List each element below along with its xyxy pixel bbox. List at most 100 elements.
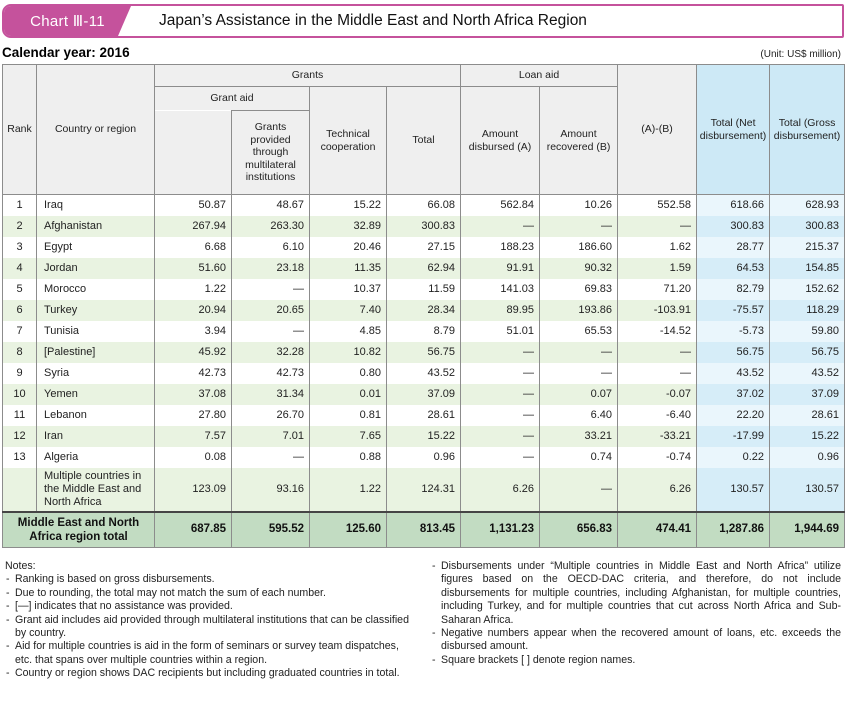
value-cell: 0.07	[539, 383, 619, 405]
value-cell: -103.91	[617, 299, 698, 321]
value-cell: 65.53	[539, 320, 619, 342]
note-item: Disbursements under “Multiple countries …	[431, 560, 841, 627]
value-cell: 27.80	[154, 404, 232, 426]
value-cell: —	[617, 362, 698, 384]
col-header-a-minus-b: (A)-(B)	[617, 64, 698, 195]
value-cell: 0.96	[385, 446, 462, 468]
value-cell: -0.07	[617, 383, 698, 405]
table-row: 3 Egypt 6.68 6.10 20.46 27.15 188.23 186.60 1.62…	[2, 236, 846, 258]
calendar-year-label: Calendar year: 2016	[2, 45, 130, 60]
value-cell: 300.83	[385, 215, 462, 237]
value-cell: 28.34	[385, 299, 462, 321]
rank-cell: 4	[2, 257, 37, 279]
notes-left: Ranking is based on gross disbursements.…	[5, 573, 415, 681]
value-cell: 6.10	[231, 236, 310, 258]
value-cell: 10.37	[309, 278, 387, 300]
value-cell: 267.94	[154, 215, 232, 237]
value-cell: -75.57	[696, 299, 771, 321]
value-cell: 43.52	[769, 362, 846, 384]
col-header-technical-cooperation: Technical cooperation	[309, 86, 387, 195]
value-cell: 62.94	[385, 257, 462, 279]
value-cell: —	[460, 404, 541, 426]
page-title: Japan’s Assistance in the Middle East an…	[159, 12, 587, 29]
col-header-amount-disbursed: Amount disbursed (A)	[460, 86, 541, 195]
assistance-table: Rank Country or region Grants Loan aid (…	[2, 64, 846, 548]
value-cell: 8.79	[385, 320, 462, 342]
country-cell: Iran	[36, 425, 155, 447]
country-cell: Jordan	[36, 257, 155, 279]
value-cell: 56.75	[385, 341, 462, 363]
value-cell: 1.22	[309, 467, 387, 512]
note-item: Aid for multiple countries is aid in the…	[5, 640, 415, 667]
table-row: 9 Syria 42.73 42.73 0.80 43.52— — —43.52 43.52	[2, 362, 846, 384]
value-cell: 552.58	[617, 194, 698, 216]
value-cell: —	[617, 215, 698, 237]
value-cell: 51.60	[154, 257, 232, 279]
rank-cell: 8	[2, 341, 37, 363]
value-cell: 300.83	[696, 215, 771, 237]
total-value-cell: 1,131.23	[460, 510, 541, 548]
table-row: 6 Turkey 20.94 20.65 7.40 28.34 89.95 193.86 -10…	[2, 299, 846, 321]
value-cell: 1.62	[617, 236, 698, 258]
note-item: Country or region shows DAC recipients b…	[5, 667, 415, 681]
value-cell: 28.77	[696, 236, 771, 258]
value-cell: 51.01	[460, 320, 541, 342]
total-row: Middle East and North Africa region tota…	[2, 510, 846, 548]
col-header-total-net: Total (Net disbursement)	[696, 64, 771, 195]
rank-cell: 6	[2, 299, 37, 321]
col-group-grant-aid: Grant aid	[154, 86, 310, 111]
value-cell: 42.73	[154, 362, 232, 384]
total-value-cell: 656.83	[539, 510, 619, 548]
value-cell: 0.08	[154, 446, 232, 468]
country-cell: Lebanon	[36, 404, 155, 426]
value-cell: —	[460, 446, 541, 468]
value-cell: 56.75	[769, 341, 846, 363]
value-cell: -6.40	[617, 404, 698, 426]
value-cell: 628.93	[769, 194, 846, 216]
total-value-cell: 1,287.86	[696, 510, 771, 548]
rank-cell: 9	[2, 362, 37, 384]
value-cell: 37.09	[769, 383, 846, 405]
notes-title: Notes:	[5, 560, 36, 572]
table-row: 4 Jordan 51.60 23.18 11.35 62.94 91.91 90.32 1.5…	[2, 257, 846, 279]
value-cell: 91.91	[460, 257, 541, 279]
value-cell: —	[460, 341, 541, 363]
meta-row: Calendar year: 2016 (Unit: US$ million)	[2, 45, 842, 60]
value-cell: 27.15	[385, 236, 462, 258]
table-row: 1 Iraq 50.87 48.67 15.22 66.08 562.84 10.26 552.…	[2, 194, 846, 216]
rank-cell: 3	[2, 236, 37, 258]
note-item: Ranking is based on gross disbursements.	[5, 573, 415, 587]
value-cell: —	[539, 467, 619, 512]
value-cell: 7.40	[309, 299, 387, 321]
rank-cell: 1	[2, 194, 37, 216]
col-header-grant-aid-direct	[154, 110, 232, 195]
value-cell: —	[460, 383, 541, 405]
value-cell: 186.60	[539, 236, 619, 258]
country-cell: [Palestine]	[36, 341, 155, 363]
value-cell: 20.94	[154, 299, 232, 321]
value-cell: 71.20	[617, 278, 698, 300]
value-cell: -17.99	[696, 425, 771, 447]
value-cell: 43.52	[385, 362, 462, 384]
country-cell: Syria	[36, 362, 155, 384]
value-cell: 66.08	[385, 194, 462, 216]
value-cell: 6.40	[539, 404, 619, 426]
country-cell: Turkey	[36, 299, 155, 321]
table-row: 10 Yemen 37.08 31.34 0.01 37.09—0.07 -0.07 37.0…	[2, 383, 846, 405]
value-cell: 42.73	[231, 362, 310, 384]
value-cell: -14.52	[617, 320, 698, 342]
value-cell: 15.22	[385, 425, 462, 447]
value-cell: 6.68	[154, 236, 232, 258]
country-cell: Algeria	[36, 446, 155, 468]
value-cell: 28.61	[769, 404, 846, 426]
value-cell: 32.89	[309, 215, 387, 237]
value-cell: 93.16	[231, 467, 310, 512]
value-cell: 193.86	[539, 299, 619, 321]
value-cell: 59.80	[769, 320, 846, 342]
value-cell: 33.21	[539, 425, 619, 447]
value-cell: 4.85	[309, 320, 387, 342]
value-cell: 45.92	[154, 341, 232, 363]
rank-cell: 5	[2, 278, 37, 300]
value-cell: 0.80	[309, 362, 387, 384]
total-value-cell: 687.85	[154, 510, 232, 548]
